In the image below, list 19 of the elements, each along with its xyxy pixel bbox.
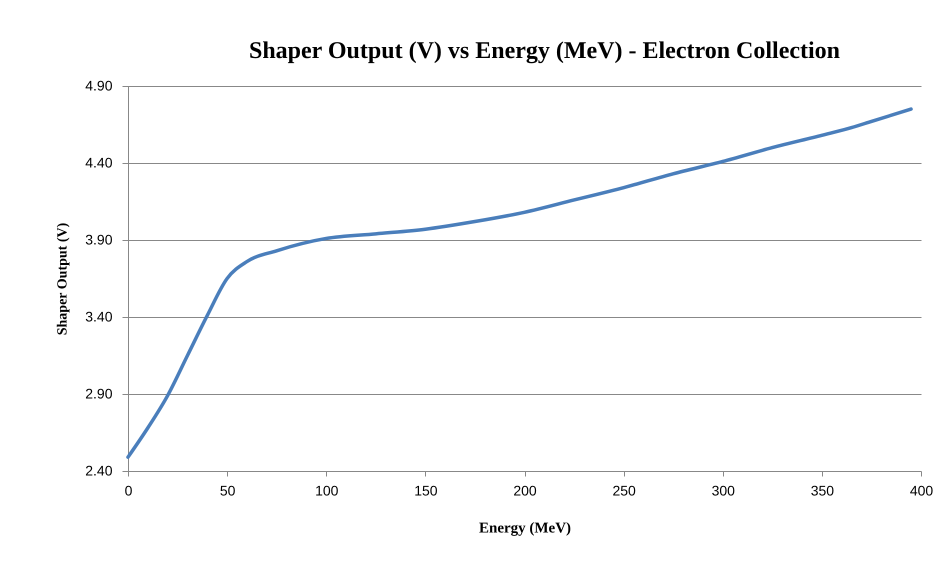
y-tick-label: 3.40 bbox=[85, 308, 113, 324]
x-tick-label: 0 bbox=[124, 482, 133, 498]
x-tick-label: 100 bbox=[315, 482, 339, 498]
x-tick-label: 250 bbox=[612, 482, 636, 498]
x-tick-label: 350 bbox=[810, 482, 834, 498]
line-series bbox=[126, 107, 913, 459]
chart-title: Shaper Output (V) vs Energy (MeV) - Electron Collection bbox=[248, 38, 840, 64]
x-tick-label: 200 bbox=[513, 482, 537, 498]
x-tick-label: 300 bbox=[712, 482, 736, 498]
y-tick-label: 4.90 bbox=[85, 78, 113, 94]
x-tick-label: 400 bbox=[910, 482, 934, 498]
x-axis-title: Energy (MeV) bbox=[478, 520, 572, 536]
y-tick-label: 2.90 bbox=[85, 386, 113, 402]
y-tick-label: 2.40 bbox=[85, 462, 113, 478]
y-axis-title: Shaper Output (V) bbox=[55, 222, 70, 336]
y-tick-label: 4.40 bbox=[85, 154, 113, 170]
y-tick-label: 3.90 bbox=[85, 232, 113, 248]
x-tick-label: 50 bbox=[220, 482, 236, 498]
x-tick-label: 150 bbox=[414, 482, 438, 498]
